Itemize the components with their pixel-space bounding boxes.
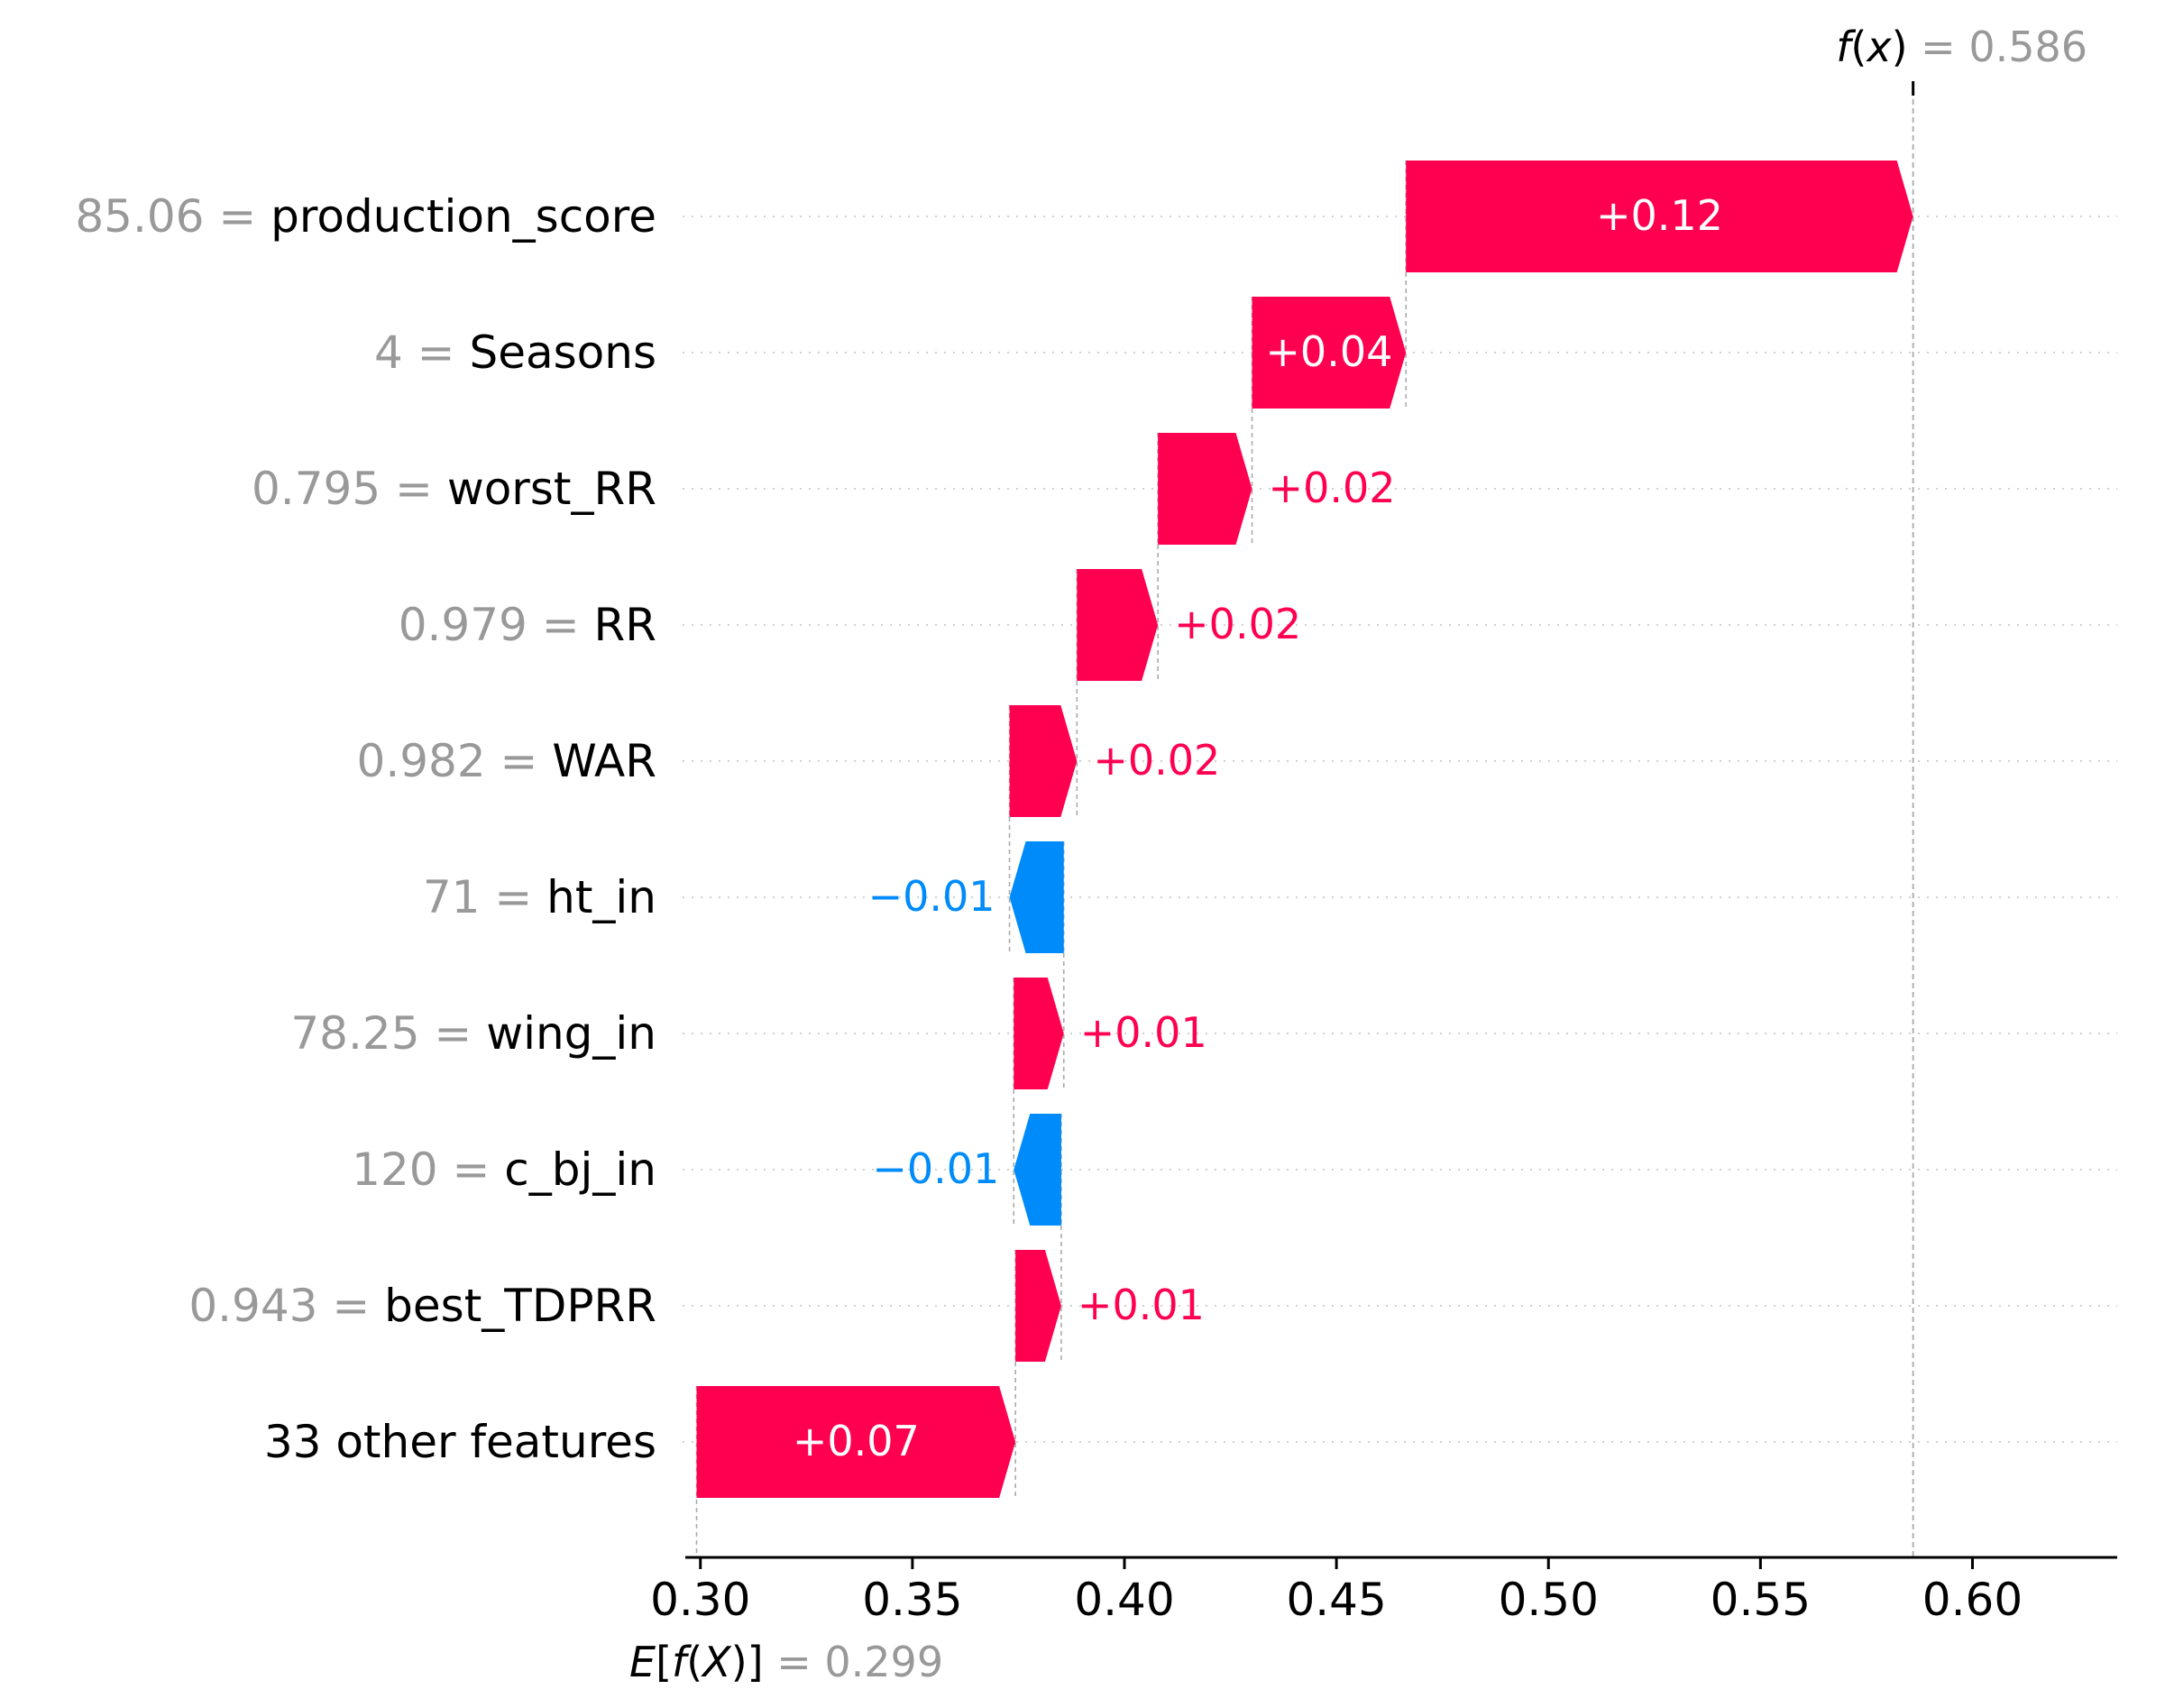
feature-name: best_TDPRR: [384, 1280, 656, 1332]
feature-name: ht_in: [546, 871, 656, 923]
fx-annotation: f(x) = 0.586: [1836, 23, 2087, 96]
base-eq: =: [764, 1638, 825, 1686]
fx-open: (: [1850, 23, 1867, 71]
base-paren-open: (: [686, 1638, 702, 1686]
positive-bar: [1014, 978, 1064, 1089]
fx-var: x: [1865, 23, 1892, 71]
feature-name: production_score: [271, 190, 656, 243]
base-open: [: [656, 1638, 672, 1686]
contribution-label: +0.01: [1078, 1281, 1205, 1329]
x-axis: 0.30 0.35 0.40 0.45 0.50 0.55 0.60: [650, 1556, 2117, 1626]
feature-name: Seasons: [469, 326, 656, 379]
fx-label: f(x) = 0.586: [1836, 23, 2087, 71]
feature-name: worst_RR: [447, 463, 656, 515]
feature-value: 4 =: [374, 326, 470, 379]
positive-bar: [1406, 161, 1913, 272]
contribution-label: −0.01: [872, 1144, 999, 1193]
contribution-label: +0.02: [1174, 600, 1301, 648]
x-tick-label: 0.30: [650, 1574, 750, 1626]
positive-bar: [1158, 433, 1252, 545]
feature-label: 71 = ht_in: [423, 871, 656, 923]
contribution-label: +0.12: [1596, 191, 1723, 240]
x-tick-label: 0.45: [1286, 1574, 1386, 1626]
positive-bar: [1252, 297, 1407, 409]
base-X: X: [701, 1638, 732, 1686]
feature-label: 85.06 = production_score: [75, 190, 656, 243]
grid-lines: [683, 216, 2117, 1443]
x-tick-label: 0.60: [1922, 1574, 2023, 1626]
feature-label: 78.25 = wing_in: [290, 1007, 656, 1060]
feature-value: 78.25 =: [290, 1007, 486, 1060]
feature-name: WAR: [552, 735, 656, 787]
fx-eq: =: [1908, 23, 1969, 71]
feature-value: 120 =: [352, 1143, 504, 1196]
feature-label: 0.982 = WAR: [357, 735, 656, 787]
positive-bar: [696, 1386, 1016, 1498]
fx-value: 0.586: [1968, 23, 2087, 71]
feature-name: RR: [594, 599, 656, 651]
row-labels: 85.06 = production_score 4 = Seasons 0.795…: [75, 190, 656, 1468]
feature-value: 0.943 =: [188, 1280, 384, 1332]
contribution-label: +0.02: [1093, 736, 1220, 785]
base-E: E: [629, 1638, 656, 1686]
feature-name: 33 other features: [264, 1416, 656, 1468]
negative-bar: [1009, 841, 1064, 953]
positive-bar: [1015, 1250, 1061, 1362]
feature-name: wing_in: [486, 1007, 656, 1060]
feature-value: 0.979 =: [399, 599, 594, 651]
positive-bar: [1009, 705, 1078, 817]
feature-label: 120 = c_bj_in: [352, 1143, 656, 1196]
feature-value: 0.982 =: [357, 735, 553, 787]
base-label: E[f(X)] = 0.299: [629, 1638, 943, 1686]
contribution-label: +0.07: [793, 1417, 920, 1465]
fx-close: ): [1892, 23, 1908, 71]
feature-value: 85.06 =: [75, 190, 271, 243]
negative-bar: [1014, 1114, 1061, 1226]
x-tick-label: 0.35: [862, 1574, 962, 1626]
feature-value: 0.795 =: [252, 463, 447, 515]
base-paren-close: )]: [731, 1638, 764, 1686]
positive-bar: [1077, 569, 1159, 681]
contribution-label: +0.01: [1080, 1008, 1207, 1057]
contribution-label: +0.02: [1269, 464, 1396, 512]
contribution-label: −0.01: [868, 872, 995, 921]
x-tick-label: 0.55: [1711, 1574, 1811, 1626]
base-value: 0.299: [824, 1638, 943, 1686]
bars: +0.12 +0.04 +0.02 +0.02 +0.02 −0.01 +0.01 −0.01…: [696, 161, 1913, 1498]
feature-value: 71 =: [423, 871, 546, 923]
x-tick-label: 0.50: [1499, 1574, 1599, 1626]
feature-label: 33 other features: [264, 1416, 656, 1468]
base-annotation: E[f(X)] = 0.299: [629, 1638, 943, 1686]
feature-label: 0.795 = worst_RR: [252, 463, 656, 515]
feature-label: 0.943 = best_TDPRR: [188, 1280, 656, 1332]
feature-name: c_bj_in: [504, 1143, 656, 1196]
contribution-label: +0.04: [1265, 327, 1392, 376]
feature-label: 0.979 = RR: [399, 599, 656, 651]
x-tick-label: 0.40: [1074, 1574, 1174, 1626]
feature-label: 4 = Seasons: [374, 326, 656, 379]
